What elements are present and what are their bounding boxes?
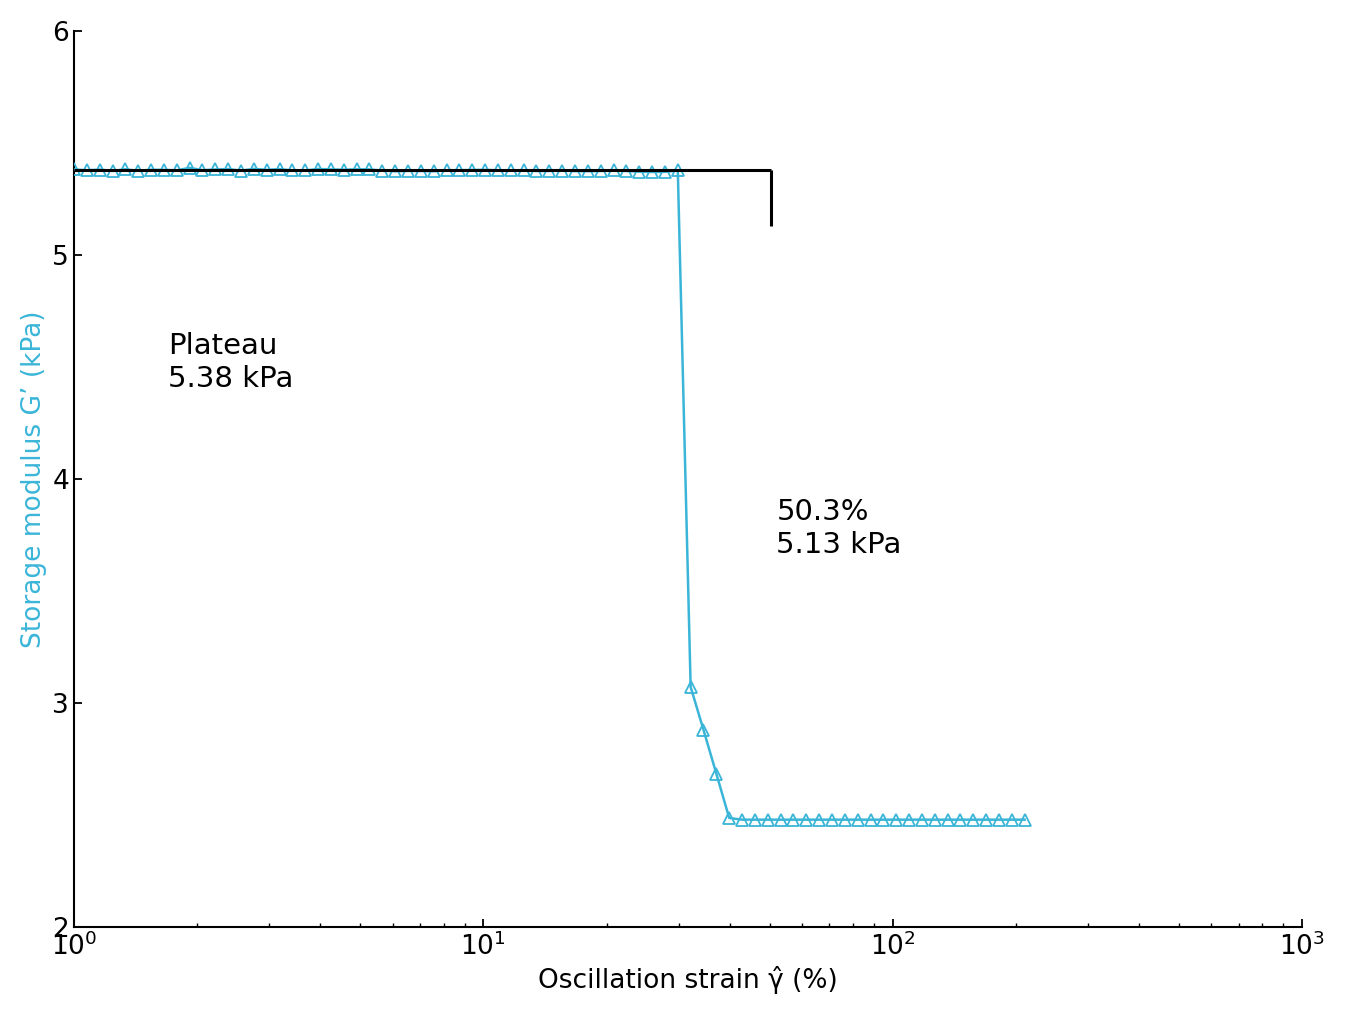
Text: Plateau
5.38 kPa: Plateau 5.38 kPa [168, 332, 293, 393]
Y-axis label: Storage modulus G’ (kPa): Storage modulus G’ (kPa) [20, 311, 47, 648]
Text: 50.3%
5.13 kPa: 50.3% 5.13 kPa [777, 498, 902, 558]
X-axis label: Oscillation strain γ̂ (%): Oscillation strain γ̂ (%) [538, 966, 839, 994]
